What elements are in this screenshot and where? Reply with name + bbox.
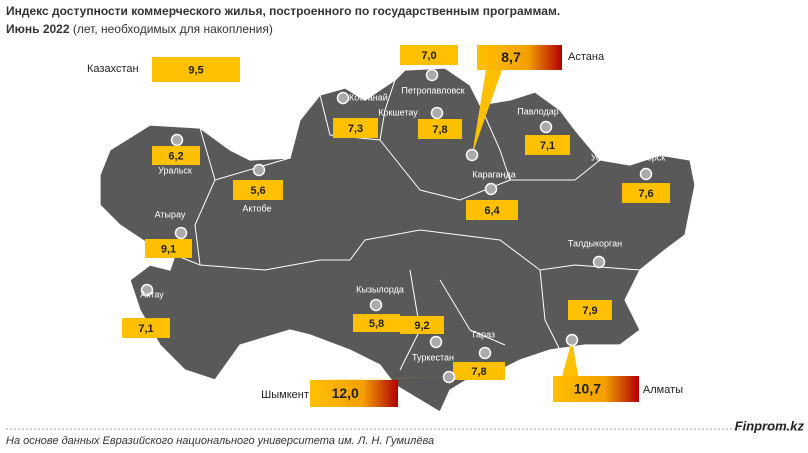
value-box <box>152 146 200 165</box>
value-label: 12,0 <box>332 385 359 401</box>
value-label: 7,1 <box>138 323 153 335</box>
value-box <box>333 118 378 138</box>
city-dot <box>336 91 350 105</box>
value-label: 7,8 <box>471 366 486 378</box>
city-dot <box>539 120 553 134</box>
period: Июнь 2022 <box>6 22 70 36</box>
country-name: Казахстан <box>87 63 139 75</box>
brand: Finprom.kz <box>735 418 805 433</box>
city-dot <box>174 226 188 240</box>
pointer <box>319 377 449 380</box>
city-name: Астана <box>568 51 605 63</box>
value-box <box>400 316 444 334</box>
value-label: 7,6 <box>638 188 653 200</box>
city-dot <box>252 163 266 177</box>
city-dot <box>639 167 653 181</box>
value-label: 7,1 <box>540 140 555 152</box>
city-name: Актау <box>140 289 164 299</box>
pointer <box>562 340 579 376</box>
value-box <box>418 119 462 139</box>
value-label: 7,9 <box>582 305 597 317</box>
value-box <box>122 318 170 338</box>
city-name: Актобе <box>242 203 271 213</box>
value-label: 5,8 <box>369 318 384 330</box>
city-name: Атырау <box>155 209 186 219</box>
value-box <box>400 45 458 65</box>
city-name: Петропавловск <box>401 85 464 95</box>
city-dot <box>429 335 443 349</box>
value-box <box>145 239 192 258</box>
value-box <box>353 314 400 332</box>
value-box <box>466 200 518 220</box>
city-name: Уральск <box>158 165 192 175</box>
highlight-box <box>553 376 639 402</box>
source: На основе данных Евразийского национальн… <box>6 435 434 447</box>
city-name: Кызылорда <box>356 284 404 294</box>
value-box <box>525 135 570 155</box>
value-label: 10,7 <box>574 381 601 397</box>
subtitle-text: (лет, необходимых для накопления) <box>73 22 273 36</box>
city-dot <box>484 182 498 196</box>
value-box <box>568 300 612 320</box>
value-label: 7,8 <box>432 124 447 136</box>
value-label: 7,3 <box>348 123 363 135</box>
city-name: Алматы <box>643 384 683 396</box>
city-dot <box>140 283 154 297</box>
city-dot <box>170 133 184 147</box>
city-dot <box>592 255 606 269</box>
city-name: Кокшетау <box>378 107 418 117</box>
city-name: Костанай <box>349 92 388 102</box>
value-box <box>233 180 283 200</box>
value-label: 6,2 <box>168 150 183 162</box>
value-box <box>622 183 670 203</box>
city-name: Шымкент <box>261 389 309 401</box>
city-name: Усть-Каменогорск <box>591 152 665 162</box>
city-dot <box>425 68 439 82</box>
city-dot <box>430 106 444 120</box>
city-dot <box>478 346 492 360</box>
value-label: 7,0 <box>421 50 436 62</box>
city-name: Караганда <box>472 169 516 179</box>
subtitle: Июнь 2022 (лет, необходимых для накоплен… <box>6 22 273 36</box>
value-label: 9,1 <box>161 243 176 255</box>
city-dot <box>442 370 456 384</box>
value-label: 6,4 <box>484 205 500 217</box>
city-name: Туркестан <box>412 352 454 362</box>
highlight-box <box>477 45 562 70</box>
city-name: Тараз <box>471 329 495 339</box>
pointer <box>472 70 502 155</box>
value-box <box>453 362 505 380</box>
highlight-box <box>310 380 398 407</box>
city-dot <box>369 298 383 312</box>
city-dot <box>565 333 579 347</box>
value-box <box>152 57 240 82</box>
city-dot <box>465 148 479 162</box>
title: Индекс доступности коммерческого жилья, … <box>6 4 560 18</box>
value-label: 8,7 <box>501 49 521 65</box>
value-label: 9,2 <box>414 320 429 332</box>
city-name: Талдыкорган <box>568 238 622 248</box>
value-label: 9,5 <box>188 64 203 76</box>
value-label: 5,6 <box>250 185 265 197</box>
city-name: Павлодар <box>517 106 558 116</box>
